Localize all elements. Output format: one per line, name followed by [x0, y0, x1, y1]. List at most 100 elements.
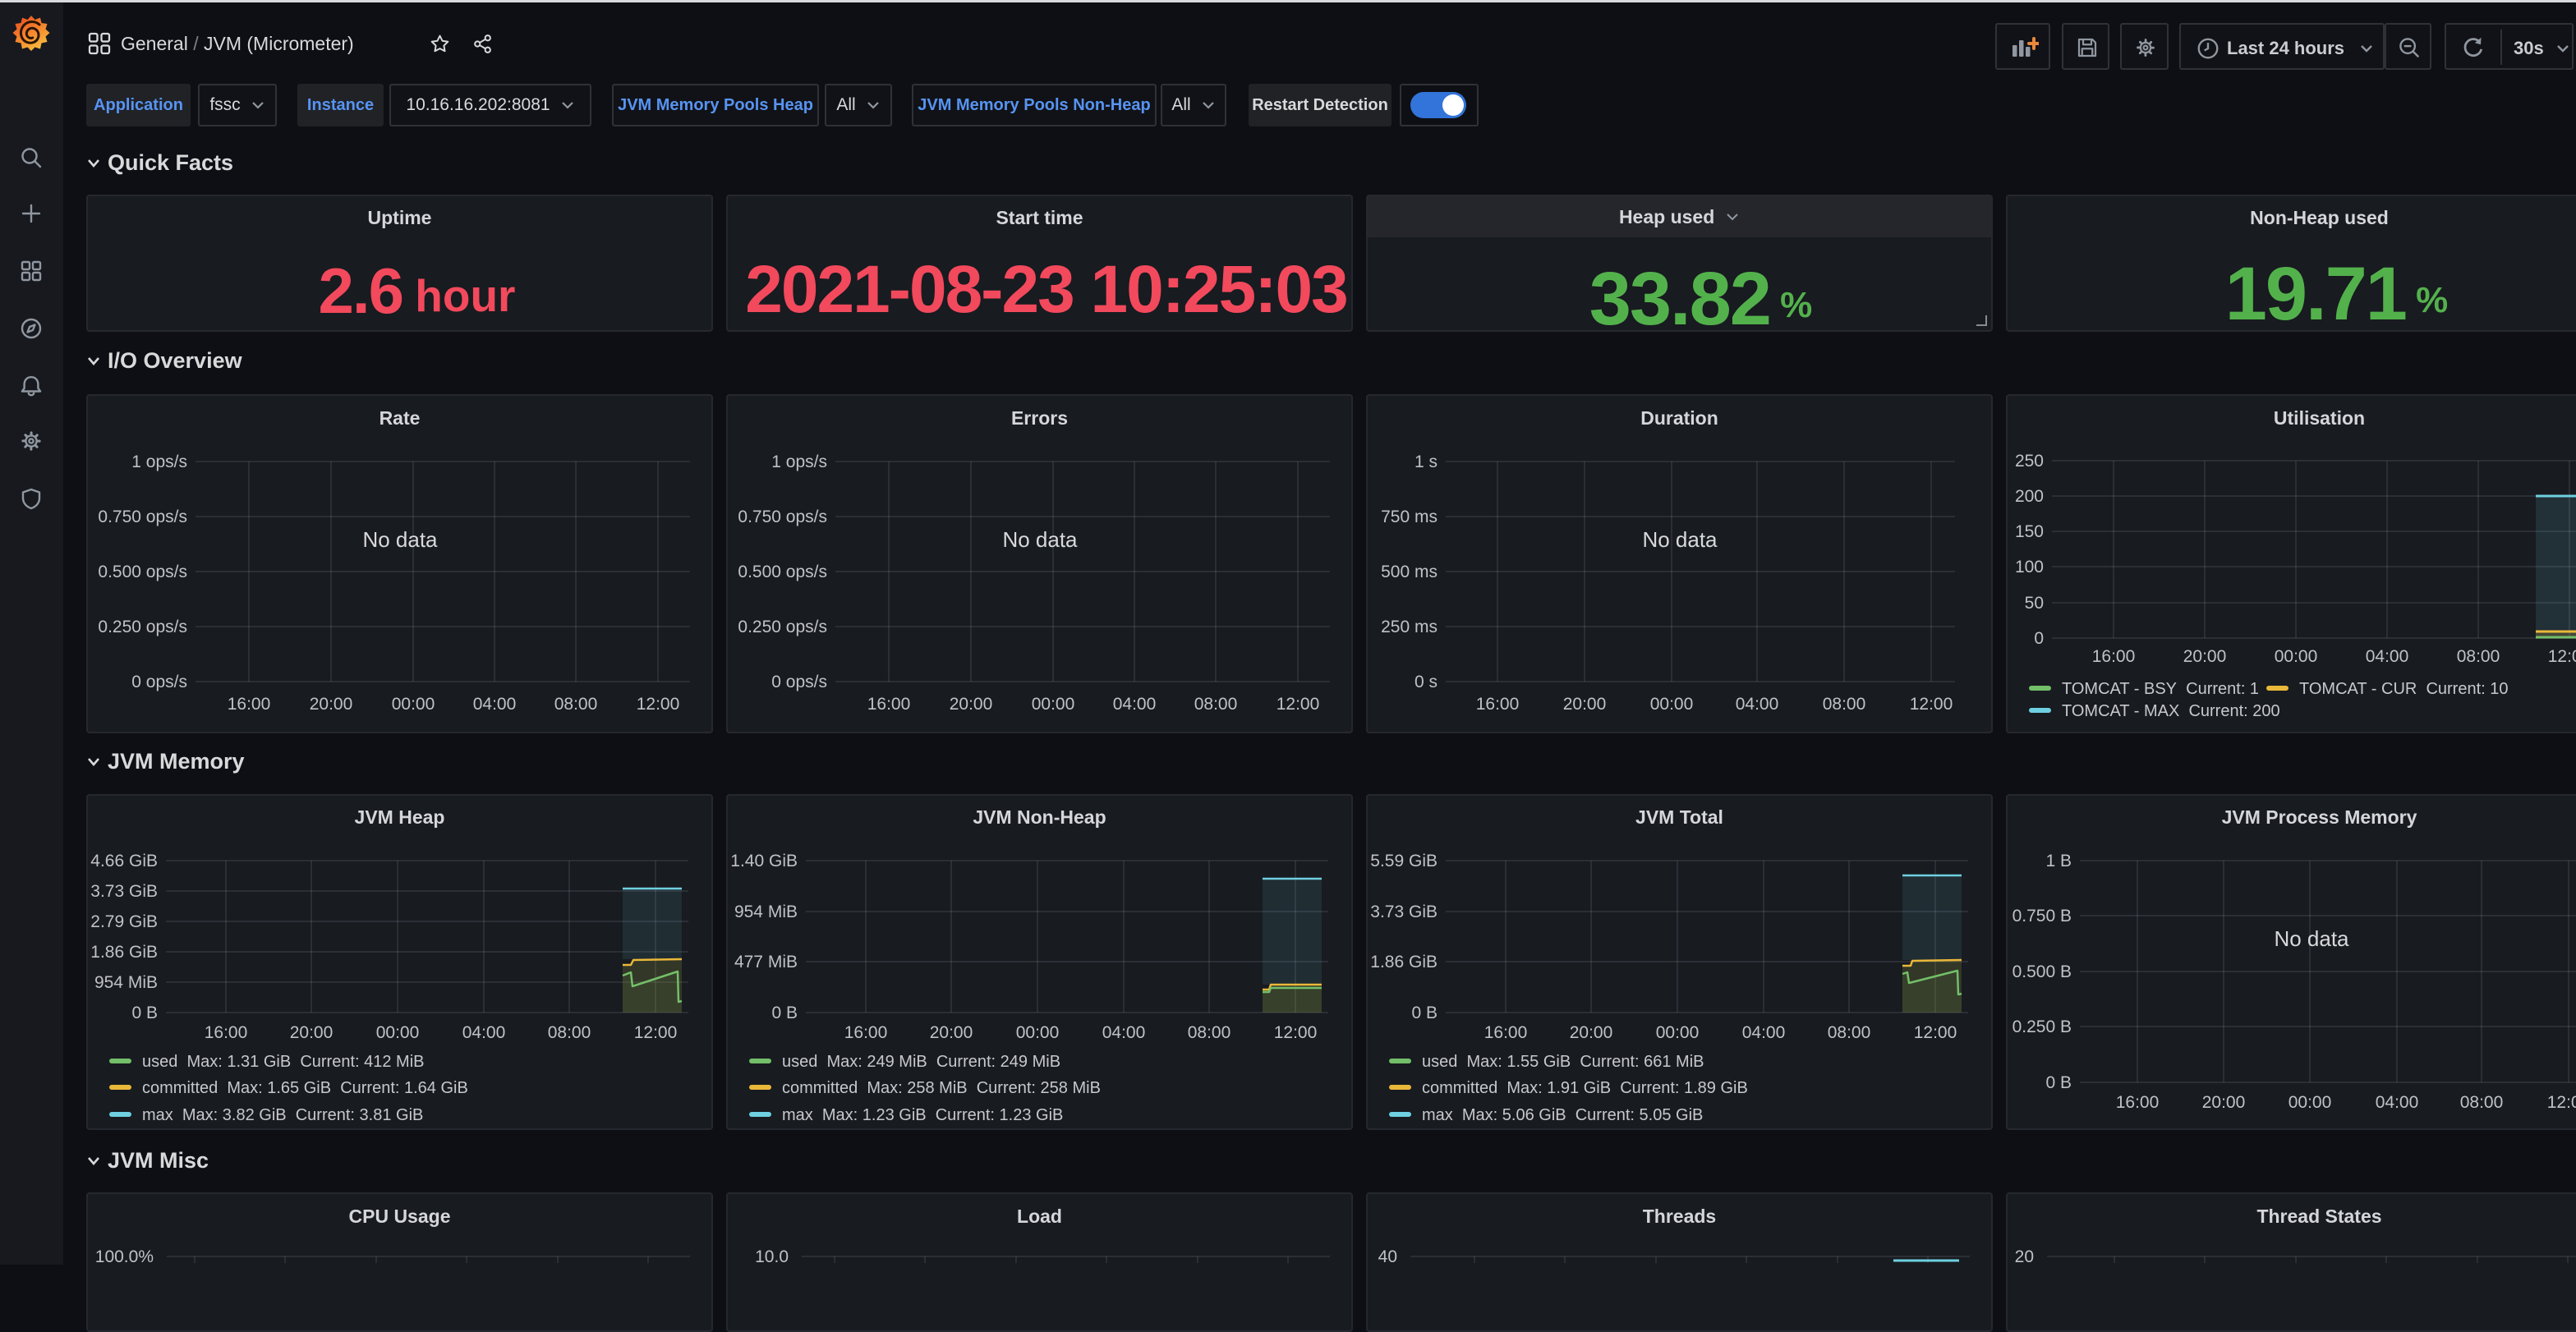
- svg-text:Errors: Errors: [1011, 407, 1068, 429]
- svg-text:0 B: 0 B: [2045, 1073, 2072, 1092]
- svg-text:1.86 GiB: 1.86 GiB: [90, 943, 158, 962]
- svg-text:16:00: 16:00: [1484, 1023, 1528, 1042]
- svg-text:04:00: 04:00: [2376, 1093, 2419, 1112]
- svg-text:477 MiB: 477 MiB: [734, 953, 798, 971]
- svg-text:3.73 GiB: 3.73 GiB: [90, 882, 158, 901]
- svg-text:0.750 ops/s: 0.750 ops/s: [98, 508, 187, 526]
- svg-text:04:00: 04:00: [462, 1023, 506, 1042]
- svg-text:16:00: 16:00: [1476, 695, 1520, 714]
- svg-text:No data: No data: [1002, 527, 1078, 552]
- svg-text:Utilisation: Utilisation: [2274, 407, 2365, 429]
- svg-text:250 ms: 250 ms: [1381, 618, 1438, 636]
- svg-text:CPU Usage: CPU Usage: [349, 1206, 451, 1227]
- svg-text:150: 150: [2015, 522, 2044, 541]
- svg-text:max Max: 3.82 GiB Current: 3: max Max: 3.82 GiB Current: 3.81 GiB: [142, 1106, 423, 1124]
- svg-text:0.250 B: 0.250 B: [2012, 1017, 2072, 1036]
- svg-text:TOMCAT - BSY Current: 1: TOMCAT - BSY Current: 1: [2062, 680, 2259, 698]
- svg-text:0 B: 0 B: [131, 1004, 158, 1022]
- svg-text:4.66 GiB: 4.66 GiB: [90, 852, 158, 870]
- svg-text:16:00: 16:00: [867, 695, 911, 714]
- svg-text:10.0: 10.0: [755, 1247, 789, 1263]
- svg-text:20:00: 20:00: [290, 1023, 334, 1042]
- svg-text:used Max: 249 MiB Current: 2: used Max: 249 MiB Current: 249 MiB: [782, 1053, 1060, 1071]
- svg-text:0: 0: [2034, 629, 2044, 648]
- svg-text:08:00: 08:00: [548, 1023, 591, 1042]
- svg-text:00:00: 00:00: [2288, 1093, 2332, 1112]
- svg-text:0.500 B: 0.500 B: [2012, 962, 2072, 981]
- svg-text:committed Max: 1.91 GiB Curr: committed Max: 1.91 GiB Current: 1.89 Gi…: [1422, 1079, 1748, 1097]
- svg-text:500 ms: 500 ms: [1381, 563, 1438, 581]
- svg-text:Load: Load: [1017, 1206, 1062, 1227]
- svg-text:04:00: 04:00: [1736, 695, 1779, 714]
- svg-text:No data: No data: [2274, 926, 2349, 951]
- svg-text:20:00: 20:00: [1563, 695, 1607, 714]
- svg-text:08:00: 08:00: [554, 695, 598, 714]
- svg-text:20:00: 20:00: [2202, 1093, 2246, 1112]
- svg-text:00:00: 00:00: [376, 1023, 420, 1042]
- svg-text:00:00: 00:00: [1656, 1023, 1700, 1042]
- svg-text:1 ops/s: 1 ops/s: [771, 452, 827, 471]
- svg-text:12:00: 12:00: [2547, 1093, 2576, 1112]
- svg-text:JVM Heap: JVM Heap: [355, 806, 445, 828]
- svg-text:max Max: 1.23 GiB Current: 1: max Max: 1.23 GiB Current: 1.23 GiB: [782, 1106, 1063, 1124]
- svg-text:Rate: Rate: [380, 407, 421, 429]
- svg-text:0.750 ops/s: 0.750 ops/s: [738, 508, 827, 526]
- svg-text:0 ops/s: 0 ops/s: [131, 673, 187, 691]
- svg-text:04:00: 04:00: [2366, 647, 2409, 666]
- svg-text:12:00: 12:00: [1276, 695, 1320, 714]
- svg-text:5.59 GiB: 5.59 GiB: [1370, 852, 1438, 870]
- svg-text:1 B: 1 B: [2045, 852, 2072, 870]
- svg-text:0 B: 0 B: [771, 1004, 798, 1022]
- svg-text:20:00: 20:00: [2183, 647, 2227, 666]
- svg-text:20:00: 20:00: [930, 1023, 973, 1042]
- svg-text:00:00: 00:00: [2275, 647, 2318, 666]
- svg-text:No data: No data: [1642, 527, 1718, 552]
- svg-text:3.73 GiB: 3.73 GiB: [1370, 903, 1438, 921]
- svg-text:0.250 ops/s: 0.250 ops/s: [738, 618, 827, 636]
- svg-text:100.0%: 100.0%: [95, 1247, 154, 1263]
- svg-text:16:00: 16:00: [2116, 1093, 2160, 1112]
- svg-text:04:00: 04:00: [1742, 1023, 1786, 1042]
- svg-text:20: 20: [2015, 1247, 2034, 1263]
- svg-text:16:00: 16:00: [2092, 647, 2136, 666]
- svg-text:JVM Non-Heap: JVM Non-Heap: [973, 806, 1106, 828]
- svg-text:20:00: 20:00: [1570, 1023, 1613, 1042]
- svg-text:0 B: 0 B: [1411, 1004, 1438, 1022]
- svg-text:0 s: 0 s: [1414, 673, 1438, 691]
- svg-text:04:00: 04:00: [473, 695, 517, 714]
- svg-text:0.500 ops/s: 0.500 ops/s: [738, 563, 827, 581]
- svg-text:1.40 GiB: 1.40 GiB: [730, 852, 798, 870]
- svg-text:TOMCAT - MAX Current: 200: TOMCAT - MAX Current: 200: [2062, 702, 2280, 720]
- svg-text:04:00: 04:00: [1113, 695, 1157, 714]
- svg-text:1 ops/s: 1 ops/s: [131, 452, 187, 471]
- svg-text:0.750 B: 0.750 B: [2012, 907, 2072, 926]
- svg-text:12:00: 12:00: [634, 1023, 678, 1042]
- svg-text:0.250 ops/s: 0.250 ops/s: [98, 618, 187, 636]
- svg-text:08:00: 08:00: [1194, 695, 1238, 714]
- svg-text:250: 250: [2015, 452, 2044, 471]
- svg-text:used Max: 1.31 GiB Current:: used Max: 1.31 GiB Current: 412 MiB: [142, 1053, 425, 1071]
- svg-text:max Max: 5.06 GiB Current: 5: max Max: 5.06 GiB Current: 5.05 GiB: [1422, 1106, 1703, 1124]
- svg-text:12:00: 12:00: [1274, 1023, 1318, 1042]
- svg-text:08:00: 08:00: [2457, 647, 2500, 666]
- svg-text:2.79 GiB: 2.79 GiB: [90, 912, 158, 931]
- svg-text:12:00: 12:00: [2548, 647, 2576, 666]
- svg-text:16:00: 16:00: [205, 1023, 248, 1042]
- svg-text:1.86 GiB: 1.86 GiB: [1370, 953, 1438, 971]
- svg-text:954 MiB: 954 MiB: [94, 973, 158, 992]
- svg-text:200: 200: [2015, 487, 2044, 506]
- svg-text:00:00: 00:00: [392, 695, 435, 714]
- svg-text:Duration: Duration: [1640, 407, 1718, 429]
- svg-text:00:00: 00:00: [1016, 1023, 1060, 1042]
- svg-text:40: 40: [1378, 1247, 1397, 1263]
- svg-text:04:00: 04:00: [1102, 1023, 1146, 1042]
- svg-text:08:00: 08:00: [1828, 1023, 1871, 1042]
- svg-text:954 MiB: 954 MiB: [734, 903, 798, 921]
- svg-text:20:00: 20:00: [310, 695, 353, 714]
- svg-text:0 ops/s: 0 ops/s: [771, 673, 827, 691]
- svg-text:Thread States: Thread States: [2256, 1206, 2381, 1227]
- svg-text:1 s: 1 s: [1414, 452, 1438, 471]
- svg-text:used Max: 1.55 GiB Current:: used Max: 1.55 GiB Current: 661 MiB: [1422, 1053, 1704, 1071]
- svg-text:12:00: 12:00: [1910, 695, 1953, 714]
- svg-text:JVM Process Memory: JVM Process Memory: [2222, 806, 2417, 828]
